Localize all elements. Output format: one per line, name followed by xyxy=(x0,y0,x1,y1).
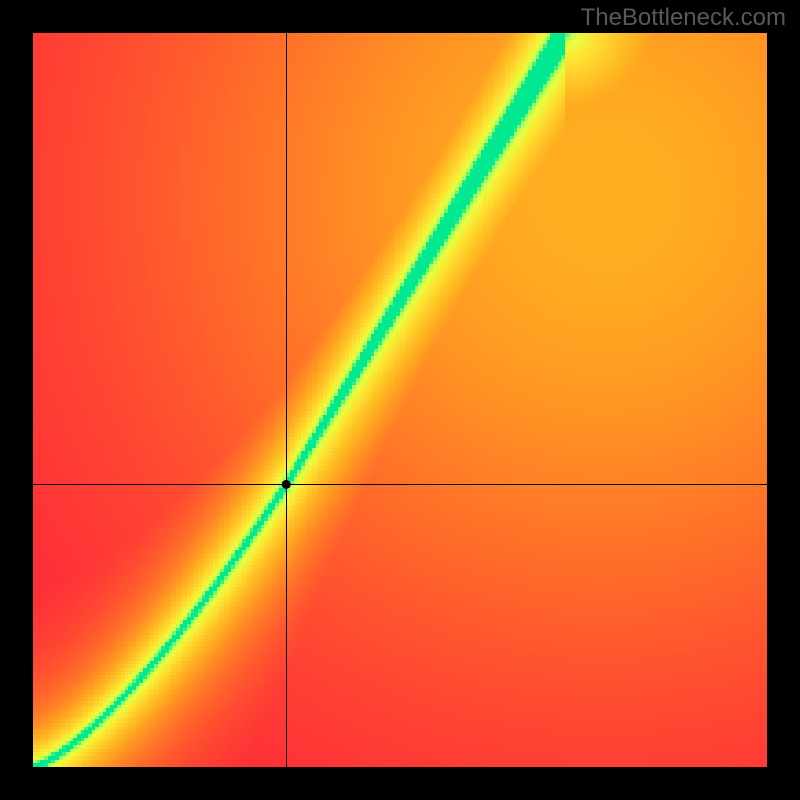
bottleneck-heatmap xyxy=(0,0,800,800)
chart-container: TheBottleneck.com xyxy=(0,0,800,800)
watermark-text: TheBottleneck.com xyxy=(581,4,786,32)
